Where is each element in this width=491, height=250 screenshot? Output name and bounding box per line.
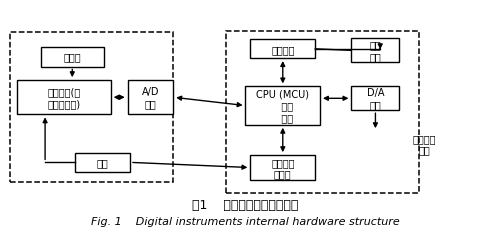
Text: 图1    仪表内部基本硬件结构: 图1 仪表内部基本硬件结构 bbox=[192, 198, 299, 211]
Text: D/A
转换: D/A 转换 bbox=[367, 88, 384, 110]
Text: 其他
模块: 其他 模块 bbox=[370, 40, 382, 62]
Bar bbox=[17, 81, 111, 115]
Bar bbox=[250, 156, 315, 180]
Bar bbox=[75, 153, 130, 172]
Text: CPU (MCU)
   微机
   系统: CPU (MCU) 微机 系统 bbox=[256, 90, 309, 123]
Bar bbox=[352, 39, 400, 63]
Bar bbox=[352, 87, 400, 111]
Bar bbox=[246, 87, 320, 125]
Text: 传感器: 传感器 bbox=[63, 52, 81, 62]
Text: 模拟变送
信号: 模拟变送 信号 bbox=[413, 133, 436, 155]
Text: 电源: 电源 bbox=[96, 158, 108, 168]
Text: 信号调理(滤
波、放大等): 信号调理(滤 波、放大等) bbox=[47, 87, 81, 108]
Text: Fig. 1    Digital instruments internal hardware structure: Fig. 1 Digital instruments internal hard… bbox=[91, 216, 400, 226]
Text: 键盘、显
示器等: 键盘、显 示器等 bbox=[271, 157, 295, 179]
Bar bbox=[226, 32, 419, 193]
Bar bbox=[128, 81, 173, 115]
Text: 通讯模块: 通讯模块 bbox=[271, 45, 295, 54]
Bar bbox=[10, 33, 173, 182]
Bar bbox=[41, 48, 104, 67]
Text: A/D
转换: A/D 转换 bbox=[142, 87, 159, 108]
Bar bbox=[250, 40, 315, 59]
